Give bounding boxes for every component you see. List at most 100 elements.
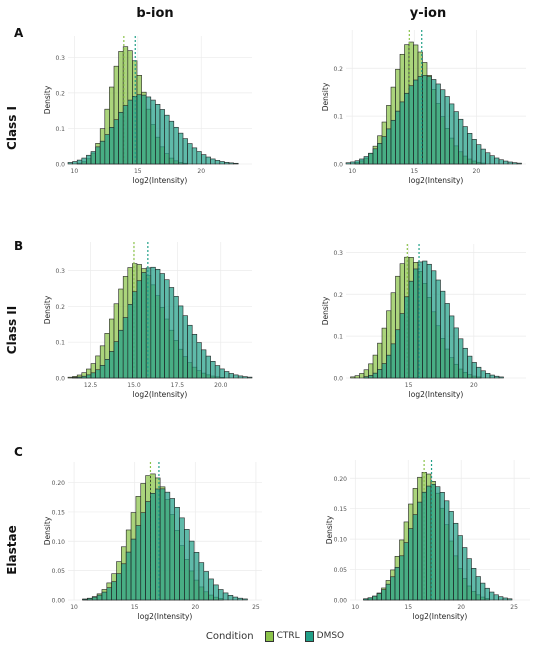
histogram-bar <box>91 596 98 601</box>
row-letter-c: C <box>14 445 23 459</box>
histogram-bar <box>480 582 486 601</box>
y-tick-label: 0.1 <box>55 126 65 133</box>
y-tick-label: 0.15 <box>334 506 348 513</box>
histogram-bar <box>449 315 455 379</box>
histogram-bar <box>173 296 179 379</box>
x-tick-label: 15.0 <box>127 382 141 389</box>
histogram-bar <box>512 162 518 165</box>
panel-B-y-ion: 0.0 0.1 0.2 0.3 15 20 log2(Intensity) Density <box>321 244 526 399</box>
histogram-bar <box>363 598 369 601</box>
y-tick-label: 0.20 <box>334 476 348 483</box>
histogram-bar <box>81 157 87 165</box>
y-tick-label: 0.00 <box>334 598 348 605</box>
histogram-bar <box>67 162 73 165</box>
y-tick-label: 0.15 <box>52 509 66 516</box>
histogram-bar <box>196 151 202 165</box>
histogram-bar <box>118 111 124 165</box>
histogram-bar <box>377 369 383 379</box>
histogram-bar <box>187 143 193 165</box>
histogram-bar <box>385 583 391 601</box>
histogram-bar <box>233 374 239 379</box>
histogram-bar <box>87 598 93 601</box>
histogram-bar <box>440 290 446 379</box>
x-axis-label: log2(Intensity) <box>133 176 188 185</box>
histogram-bar <box>475 576 481 601</box>
histogram-bar <box>376 593 382 601</box>
panel-C-b-ion: 0.00 0.05 0.10 0.15 0.20 10 15 20 25 log2(Intensi… <box>43 462 262 621</box>
histogram-bar <box>136 94 142 165</box>
histogram-bar <box>480 370 486 379</box>
x-tick-label: 10 <box>71 168 79 175</box>
histogram-bar <box>242 598 248 601</box>
histogram-bar <box>467 355 473 379</box>
y-tick-label: 0.3 <box>55 268 65 275</box>
histogram-bar <box>368 375 374 379</box>
histogram-bar <box>125 551 132 601</box>
legend-swatch-ctrl <box>264 630 274 642</box>
histogram-bar <box>399 101 405 165</box>
histogram-bar <box>421 491 427 601</box>
histogram-bar <box>118 329 124 379</box>
histogram-bar <box>96 594 103 601</box>
x-tick-label: 25 <box>252 604 260 611</box>
y-tick-label: 0.0 <box>55 376 65 383</box>
series-dmso <box>82 462 248 601</box>
histogram-bar <box>164 279 170 379</box>
histogram-bar <box>467 133 473 165</box>
histogram-bar <box>67 376 73 379</box>
histogram-bar <box>72 377 78 379</box>
histogram-bar <box>377 143 383 165</box>
histogram-bar <box>404 296 410 379</box>
column-header-y-ion: y-ion <box>410 6 447 21</box>
histogram-bar <box>507 598 513 601</box>
histogram-bar <box>116 573 122 601</box>
panel-A-y-ion: 0.0 0.1 0.2 10 15 20 log2(Intensity) Density <box>321 30 526 185</box>
y-axis-label: Density <box>43 295 52 324</box>
histogram-bar <box>471 362 477 379</box>
y-tick-label: 0.0 <box>333 162 343 169</box>
histogram-bar <box>111 581 117 601</box>
y-axis-label: Density <box>43 516 52 545</box>
x-tick-label: 20 <box>197 168 205 175</box>
histogram-bar <box>150 266 156 379</box>
histogram-bar <box>372 595 378 601</box>
y-tick-label: 0.0 <box>333 376 343 383</box>
x-axis-label: log2(Intensity) <box>413 612 468 621</box>
histogram-bar <box>476 144 482 165</box>
row-letter-b: B <box>14 239 23 253</box>
histogram-bar <box>228 373 234 379</box>
histogram-bar <box>227 595 234 601</box>
histogram-bar <box>164 491 171 601</box>
histogram-bar <box>462 347 468 379</box>
histogram-bar <box>381 136 387 165</box>
histogram-bar <box>381 363 387 379</box>
histogram-bar <box>201 349 207 379</box>
y-tick-label: 0.2 <box>55 304 65 311</box>
histogram-bar <box>155 268 161 379</box>
histogram-bar <box>130 538 137 601</box>
x-axis-label: log2(Intensity) <box>409 390 464 399</box>
histogram-bar <box>132 291 138 379</box>
histogram-bar <box>214 365 221 379</box>
histogram-bar <box>145 96 152 165</box>
histogram-bar <box>489 374 495 379</box>
row-label-class-ii: Class II <box>5 306 19 354</box>
histogram-bar <box>498 159 504 165</box>
histogram-bar <box>81 375 87 379</box>
histogram-bar <box>82 598 88 601</box>
histogram-bar <box>367 597 373 601</box>
histogram-bar <box>136 280 142 379</box>
histogram-bar <box>76 159 83 165</box>
histogram-bar <box>381 589 387 601</box>
histogram-bar <box>458 118 464 165</box>
histogram-bar <box>198 562 205 601</box>
histogram-bar <box>399 313 405 379</box>
row-label-elastae: Elastae <box>5 525 19 575</box>
histogram-bar <box>390 343 396 379</box>
histogram-bar <box>426 76 432 165</box>
histogram-bar <box>485 152 491 165</box>
series-dmso <box>67 36 239 165</box>
histogram-bar <box>159 273 165 379</box>
y-axis-label: Density <box>325 515 334 544</box>
histogram-bar <box>408 280 414 379</box>
